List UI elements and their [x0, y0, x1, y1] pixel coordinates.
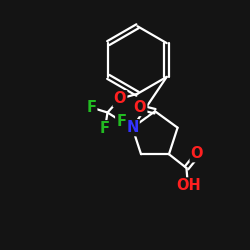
Text: F: F [100, 121, 110, 136]
Text: N: N [126, 120, 138, 135]
Text: OH: OH [176, 178, 201, 194]
Text: O: O [191, 146, 203, 161]
Text: F: F [116, 114, 126, 129]
Text: F: F [86, 100, 96, 115]
Text: O: O [134, 100, 146, 115]
Text: O: O [114, 91, 126, 106]
